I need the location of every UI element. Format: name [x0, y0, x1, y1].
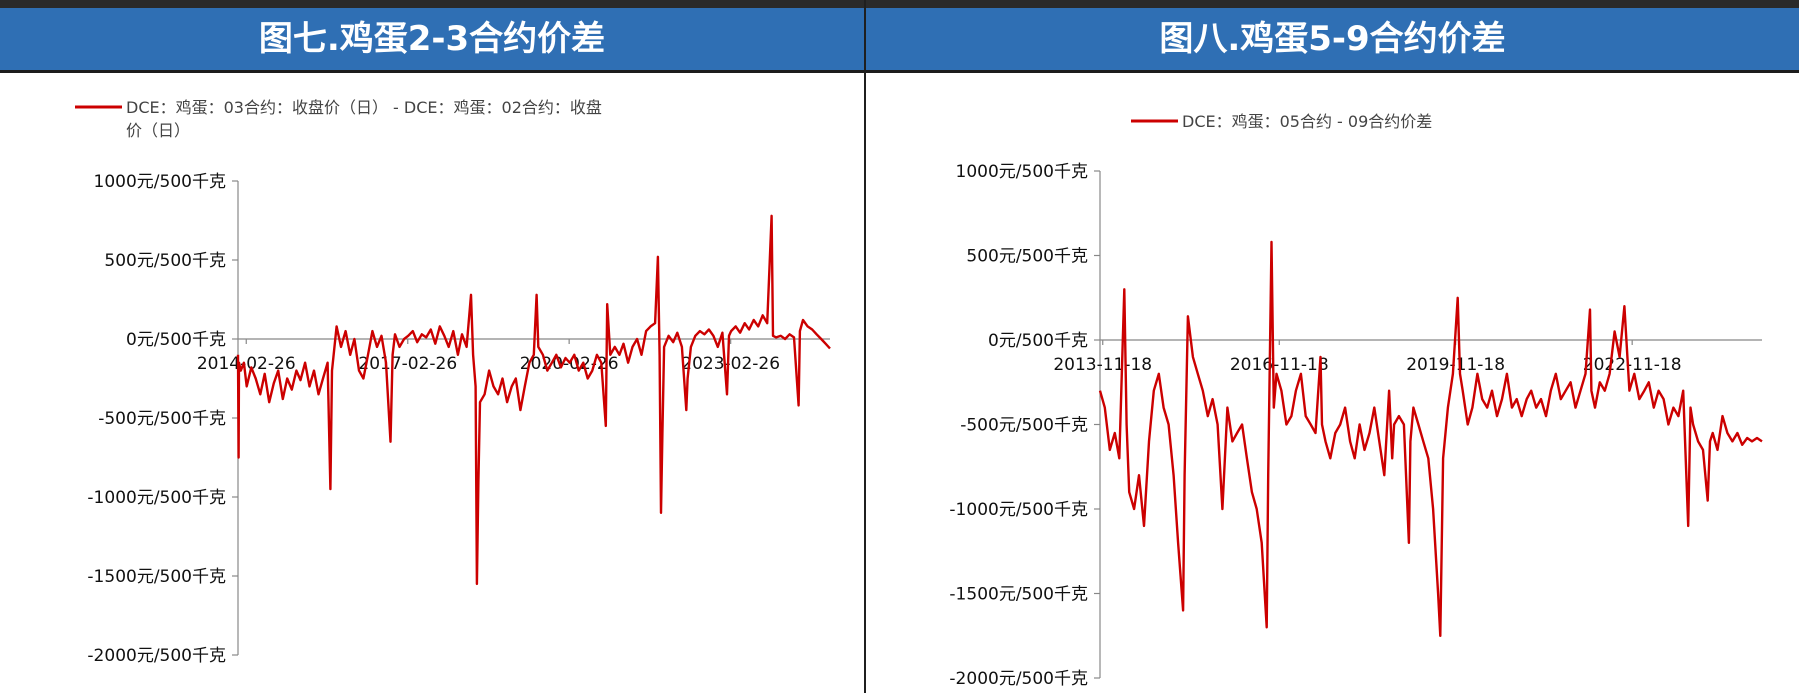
line-chart-right: DCE：鸡蛋：05合约 - 09合约价差 1000元/500千克 500元/500…	[866, 73, 1799, 693]
series-polyline	[238, 216, 830, 584]
x-tick-label: 2020-02-26	[520, 354, 619, 374]
y-tick-label: -1500元/500千克	[949, 585, 1088, 605]
chart-title-left: 图七.鸡蛋2-3合约价差	[0, 8, 864, 73]
y-tick-label: -2000元/500千克	[949, 669, 1088, 689]
y-tick-label: -500元/500千克	[960, 416, 1088, 436]
series-line	[238, 216, 830, 584]
y-tick-label: -1000元/500千克	[87, 488, 226, 508]
y-tick-label: -1500元/500千克	[87, 567, 226, 587]
series-polyline	[1100, 242, 1762, 636]
top-border	[0, 0, 864, 8]
x-tick-label: 2019-11-18	[1406, 355, 1505, 375]
chart-title-right: 图八.鸡蛋5-9合约价差	[866, 8, 1799, 73]
y-tick-label: 500元/500千克	[104, 251, 226, 271]
x-tick-label: 2016-11-18	[1230, 355, 1329, 375]
y-tick-label: -2000元/500千克	[87, 646, 226, 666]
y-tick-label: 1000元/500千克	[956, 162, 1088, 182]
chart-panel-left: 图七.鸡蛋2-3合约价差 DCE：鸡蛋：03合约：收盘价（日） - DCE：鸡蛋…	[0, 0, 866, 693]
x-tick-label: 2014-02-26	[197, 354, 296, 374]
legend-label-continued: 价（日）	[126, 121, 190, 140]
y-tick-label: 0元/500千克	[988, 331, 1088, 351]
x-tick-label: 2017-02-26	[358, 354, 457, 374]
top-border	[866, 0, 1799, 8]
x-tick-label: 2022-11-18	[1583, 355, 1682, 375]
legend-label: DCE：鸡蛋：05合约 - 09合约价差	[1182, 112, 1432, 131]
y-tick-label: 0元/500千克	[126, 330, 226, 350]
axes: 1000元/500千克 500元/500千克 0元/500千克 -500元/500千克…	[87, 172, 830, 666]
series-line	[1100, 242, 1762, 636]
y-tick-label: 1000元/500千克	[94, 172, 226, 192]
x-tick-label: 2023-02-26	[681, 354, 780, 374]
legend-label: DCE：鸡蛋：03合约：收盘价（日） - DCE：鸡蛋：02合约：收盘	[126, 98, 602, 117]
chart-panel-right: 图八.鸡蛋5-9合约价差 DCE：鸡蛋：05合约 - 09合约价差 1000元/…	[866, 0, 1799, 693]
x-tick-label: 2013-11-18	[1053, 355, 1152, 375]
y-tick-label: -1000元/500千克	[949, 500, 1088, 520]
y-tick-label: 500元/500千克	[966, 247, 1088, 267]
y-tick-label: -500元/500千克	[98, 409, 226, 429]
line-chart-left: DCE：鸡蛋：03合约：收盘价（日） - DCE：鸡蛋：02合约：收盘 价（日）…	[0, 73, 864, 693]
axes: 1000元/500千克 500元/500千克 0元/500千克 -500元/500千克…	[949, 162, 1762, 689]
